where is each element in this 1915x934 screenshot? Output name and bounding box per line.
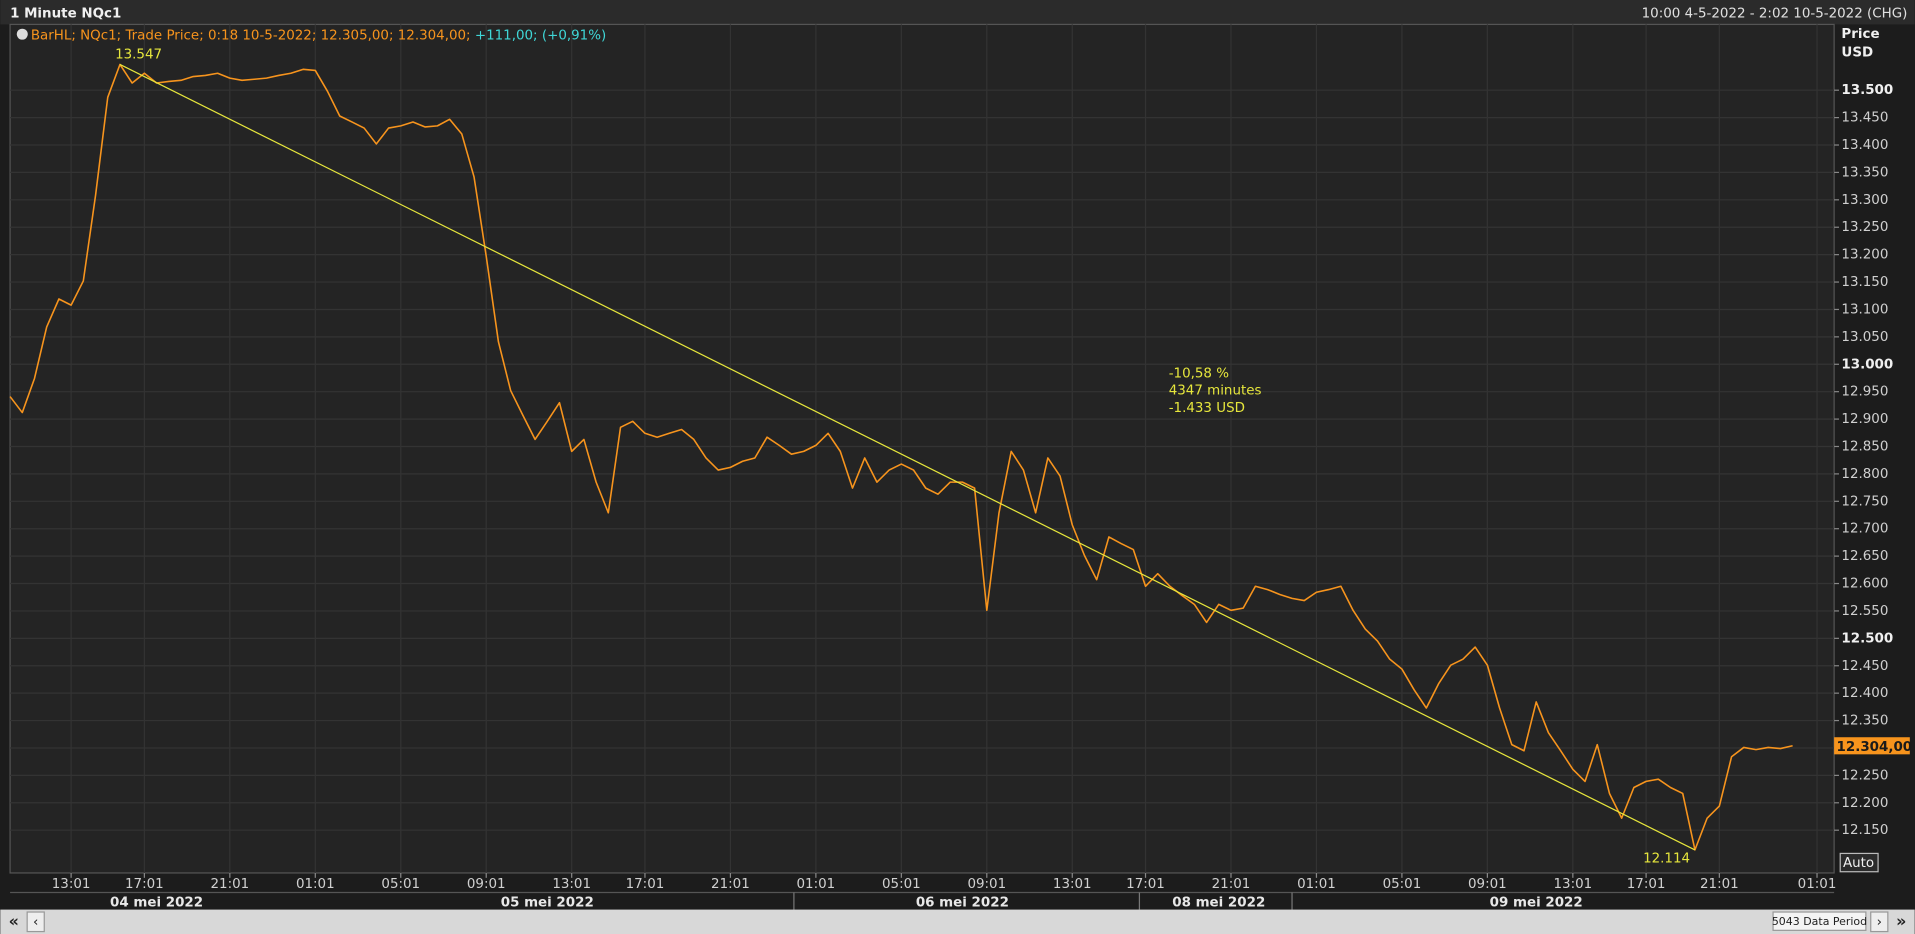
plot-area bbox=[9, 23, 1835, 874]
y-tick-label: 13.250 bbox=[1841, 220, 1888, 235]
legend-change: +111,00; (+0,91%) bbox=[475, 28, 606, 43]
y-tick-label: 13.200 bbox=[1841, 248, 1888, 263]
y-tick-label: 13.500 bbox=[1841, 83, 1893, 98]
x-tick-label: 05:01 bbox=[882, 877, 921, 892]
date-label: 05 mei 2022 bbox=[501, 895, 594, 910]
axis-unit: USD bbox=[1841, 45, 1873, 60]
period-box[interactable] bbox=[1772, 911, 1867, 931]
scroll-first[interactable]: « bbox=[9, 911, 19, 930]
y-tick-label: 12.550 bbox=[1841, 604, 1888, 619]
scroll-right[interactable] bbox=[1870, 911, 1889, 933]
x-tick-label: 17:01 bbox=[1627, 877, 1666, 892]
y-tick-label: 12.800 bbox=[1841, 467, 1888, 482]
x-tick-label: 17:01 bbox=[125, 877, 164, 892]
x-tick-label: 13:01 bbox=[1553, 877, 1592, 892]
x-tick-label: 05:01 bbox=[1383, 877, 1422, 892]
y-tick-label: 12.650 bbox=[1841, 549, 1888, 564]
time-range: 10:00 4-5-2022 - 2:02 10-5-2022 (CHG) bbox=[1642, 6, 1908, 21]
x-tick-label: 01:01 bbox=[1798, 877, 1837, 892]
last-price-box bbox=[1834, 737, 1910, 755]
x-tick-label: 17:01 bbox=[1126, 877, 1165, 892]
y-tick-label: 13.400 bbox=[1841, 138, 1888, 153]
x-tick-label: 09:01 bbox=[1468, 877, 1507, 892]
x-tick-label: 05:01 bbox=[381, 877, 420, 892]
y-tick-label: 12.350 bbox=[1841, 714, 1888, 729]
price-line bbox=[9, 63, 1793, 851]
period-label[interactable]: 5043 Data Period bbox=[1772, 915, 1867, 928]
y-tick-label: 12.850 bbox=[1841, 439, 1888, 454]
y-tick-label: 12.150 bbox=[1841, 823, 1888, 838]
y-tick-label: 13.100 bbox=[1841, 302, 1888, 317]
high-label: 13.547 bbox=[115, 48, 162, 63]
low-label: 12.114 bbox=[1643, 851, 1690, 866]
scroll-last[interactable]: » bbox=[1896, 911, 1906, 930]
axis-title: Price bbox=[1841, 27, 1879, 42]
x-tick-label: 21:01 bbox=[210, 877, 249, 892]
x-tick-label: 21:01 bbox=[711, 877, 750, 892]
title-bar bbox=[0, 0, 1915, 25]
legend-text: BarHL; NQc1; Trade Price; 0:18 10-5-2022… bbox=[31, 28, 606, 43]
y-tick-label: 12.900 bbox=[1841, 412, 1888, 427]
annotation: -1.433 USD bbox=[1169, 401, 1245, 416]
y-tick-label: 13.000 bbox=[1841, 357, 1893, 372]
y-tick-label: 12.450 bbox=[1841, 659, 1888, 674]
scroll-left[interactable] bbox=[26, 911, 45, 933]
date-label: 06 mei 2022 bbox=[916, 895, 1009, 910]
y-tick-label: 12.950 bbox=[1841, 385, 1888, 400]
x-tick-label: 13:01 bbox=[1053, 877, 1092, 892]
date-label: 08 mei 2022 bbox=[1172, 895, 1265, 910]
date-label: 04 mei 2022 bbox=[110, 895, 203, 910]
x-tick-label: 09:01 bbox=[467, 877, 506, 892]
x-tick-label: 17:01 bbox=[626, 877, 665, 892]
scroll-bar bbox=[0, 909, 1915, 934]
x-tick-label: 13:01 bbox=[552, 877, 591, 892]
y-tick-label: 12.600 bbox=[1841, 577, 1888, 592]
y-tick-label: 13.350 bbox=[1841, 165, 1888, 180]
auto-button[interactable] bbox=[1839, 852, 1879, 873]
y-tick-label: 12.250 bbox=[1841, 768, 1888, 783]
legend-main: BarHL; NQc1; Trade Price; 0:18 10-5-2022… bbox=[31, 28, 471, 43]
grid bbox=[10, 24, 1835, 873]
y-tick-label: 12.400 bbox=[1841, 686, 1888, 701]
annotation: -10,58 % bbox=[1169, 367, 1230, 382]
x-tick-label: 21:01 bbox=[1212, 877, 1251, 892]
y-tick-label: 12.200 bbox=[1841, 796, 1888, 811]
legend-icon bbox=[16, 28, 28, 40]
auto-label[interactable]: Auto bbox=[1843, 856, 1874, 871]
last-price-label: 12.304,00 bbox=[1837, 740, 1913, 755]
x-tick-label: 01:01 bbox=[1297, 877, 1336, 892]
y-tick-label: 13.150 bbox=[1841, 275, 1888, 290]
window-title: 1 Minute NQc1 bbox=[10, 6, 121, 21]
scroll-left-icon[interactable]: ‹ bbox=[33, 915, 38, 930]
y-tick-label: 13.300 bbox=[1841, 193, 1888, 208]
y-tick-label: 12.700 bbox=[1841, 522, 1888, 537]
x-tick-label: 01:01 bbox=[797, 877, 836, 892]
scroll-right-icon[interactable]: › bbox=[1877, 915, 1882, 930]
date-label: 09 mei 2022 bbox=[1490, 895, 1583, 910]
y-tick-label: 13.050 bbox=[1841, 330, 1888, 345]
x-tick-label: 09:01 bbox=[967, 877, 1006, 892]
y-tick-label: 12.750 bbox=[1841, 494, 1888, 509]
y-tick-label: 13.450 bbox=[1841, 111, 1888, 126]
annotation: 4347 minutes bbox=[1169, 384, 1262, 399]
x-tick-label: 21:01 bbox=[1700, 877, 1739, 892]
trend-line bbox=[119, 63, 1696, 851]
y-tick-label: 12.500 bbox=[1841, 631, 1893, 646]
marks bbox=[9, 63, 1793, 851]
x-tick-label: 13:01 bbox=[52, 877, 91, 892]
x-tick-label: 01:01 bbox=[296, 877, 335, 892]
